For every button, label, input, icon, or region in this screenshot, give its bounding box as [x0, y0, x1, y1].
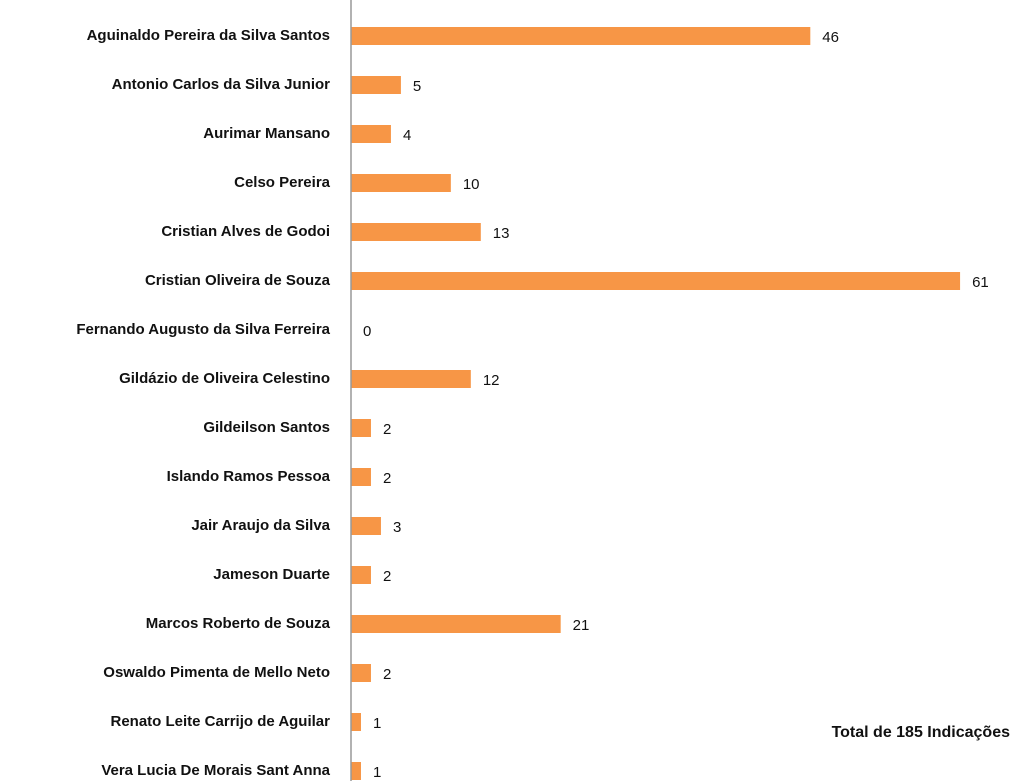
bar [351, 762, 361, 780]
category-label: Aguinaldo Pereira da Silva Santos [87, 27, 330, 44]
annotation: Total de 185 Indicações [832, 724, 1011, 741]
category-label: Renato Leite Carrijo de Aguilar [111, 713, 331, 730]
bar [351, 713, 361, 731]
bar [351, 419, 371, 437]
value-label: 21 [573, 617, 590, 634]
category-label: Aurimar Mansano [203, 125, 330, 142]
value-label: 13 [493, 225, 510, 242]
value-label: 12 [483, 372, 500, 389]
category-label: Oswaldo Pimenta de Mello Neto [103, 664, 330, 681]
category-label: Fernando Augusto da Silva Ferreira [76, 321, 330, 338]
category-label: Jameson Duarte [213, 566, 330, 583]
value-label: 2 [383, 568, 391, 585]
bar [351, 223, 481, 241]
category-label: Celso Pereira [234, 174, 331, 191]
category-label: Antonio Carlos da Silva Junior [112, 76, 331, 93]
value-label: 2 [383, 666, 391, 683]
category-label: Cristian Alves de Godoi [161, 223, 330, 240]
value-label: 61 [972, 274, 989, 291]
value-label: 1 [373, 715, 381, 732]
value-label: 0 [363, 323, 371, 340]
category-label: Vera Lucia De Morais Sant Anna [101, 762, 330, 779]
bar [351, 174, 451, 192]
bar [351, 27, 811, 45]
value-label: 2 [383, 470, 391, 487]
bar [351, 664, 371, 682]
category-label: Jair Araujo da Silva [191, 517, 330, 534]
category-label: Marcos Roberto de Souza [146, 615, 331, 632]
bar [351, 370, 471, 388]
bar [351, 566, 371, 584]
bar [351, 125, 391, 143]
value-label: 4 [403, 127, 411, 144]
value-label: 5 [413, 78, 421, 95]
bar [351, 517, 381, 535]
value-label: 46 [822, 29, 839, 46]
bar [351, 615, 561, 633]
bar [351, 468, 371, 486]
value-label: 2 [383, 421, 391, 438]
value-label: 3 [393, 519, 401, 536]
value-label: 10 [463, 176, 480, 193]
bar [351, 76, 401, 94]
category-label: Gildázio de Oliveira Celestino [119, 370, 330, 387]
category-label: Islando Ramos Pessoa [167, 468, 331, 485]
value-label: 1 [373, 764, 381, 781]
bar [351, 272, 961, 290]
category-label: Cristian Oliveira de Souza [145, 272, 331, 289]
category-label: Gildeilson Santos [203, 419, 330, 436]
